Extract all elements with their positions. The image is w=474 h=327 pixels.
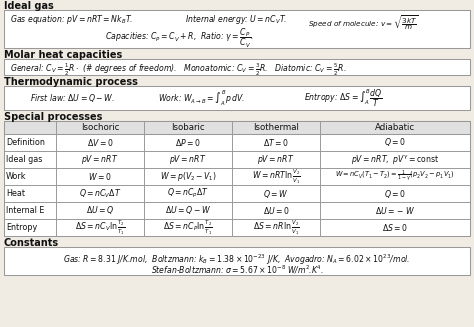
Text: General: $C_V = \frac{1}{2}R\cdot$ (# degrees of freedom).   Monoatomic: $C_V = : General: $C_V = \frac{1}{2}R\cdot$ (# de… — [10, 62, 346, 78]
Text: $\Delta U = -W$: $\Delta U = -W$ — [375, 205, 415, 216]
Text: $\Delta V = 0$: $\Delta V = 0$ — [87, 137, 113, 148]
Text: Ideal gas: Ideal gas — [4, 1, 54, 11]
Text: $Q = 0$: $Q = 0$ — [384, 136, 406, 148]
Text: $Q = W$: $Q = W$ — [263, 187, 289, 199]
Text: $W = nRT\ln\frac{V_2}{V_1}$: $W = nRT\ln\frac{V_2}{V_1}$ — [252, 167, 301, 186]
Text: $\Delta S = nR\ln\frac{V_2}{V_1}$: $\Delta S = nR\ln\frac{V_2}{V_1}$ — [253, 218, 299, 237]
Text: Gas equation: $pV = nRT = Nk_BT$.: Gas equation: $pV = nRT = Nk_BT$. — [10, 13, 133, 26]
Text: First law: $\Delta U = Q - W$.: First law: $\Delta U = Q - W$. — [30, 92, 115, 104]
Text: $Q = nC_p\Delta T$: $Q = nC_p\Delta T$ — [167, 187, 209, 200]
Text: $\Delta S = 0$: $\Delta S = 0$ — [382, 222, 408, 233]
Text: Work: Work — [6, 172, 27, 181]
Bar — [4, 121, 470, 236]
Text: Speed of molecule: $v = \sqrt{\dfrac{3kT}{m}}$: Speed of molecule: $v = \sqrt{\dfrac{3kT… — [308, 13, 419, 32]
Text: Isobaric: Isobaric — [171, 123, 205, 132]
Text: Adiabatic: Adiabatic — [375, 123, 415, 132]
Text: $W = nC_V(T_1-T_2) = \frac{1}{1-\gamma}(p_2V_2-p_1V_1)$: $W = nC_V(T_1-T_2) = \frac{1}{1-\gamma}(… — [335, 169, 455, 184]
Text: Definition: Definition — [6, 138, 45, 147]
Text: $pV = nRT$: $pV = nRT$ — [169, 153, 207, 166]
Bar — [4, 59, 470, 75]
Bar — [4, 86, 470, 110]
Text: $\Delta T = 0$: $\Delta T = 0$ — [263, 137, 289, 148]
Text: Entropy: Entropy — [6, 223, 37, 232]
Text: Entropy: $\Delta S = \int_{A}^{B} \dfrac{dQ}{T}$: Entropy: $\Delta S = \int_{A}^{B} \dfrac… — [304, 87, 383, 109]
Bar — [4, 10, 470, 48]
Text: $Q = 0$: $Q = 0$ — [384, 187, 406, 199]
Text: Thermodynamic process: Thermodynamic process — [4, 77, 138, 87]
Text: Gas: $R = 8.31$ J/K.mol,  Boltzmann: $k_B = 1.38 \times 10^{-23}$ J/K,  Avogadro: Gas: $R = 8.31$ J/K.mol, Boltzmann: $k_B… — [64, 253, 410, 267]
Text: $Q = nC_V\Delta T$: $Q = nC_V\Delta T$ — [79, 187, 121, 200]
Text: Work: $W_{A\to B} = \int_{A}^{B} p\,dV$.: Work: $W_{A\to B} = \int_{A}^{B} p\,dV$. — [158, 88, 245, 108]
Text: $pV = nRT$: $pV = nRT$ — [82, 153, 118, 166]
Text: Capacities: $C_P = C_V + R$,  Ratio: $\gamma = \dfrac{C_P}{C_V}$.: Capacities: $C_P = C_V + R$, Ratio: $\ga… — [105, 27, 254, 50]
Text: Heat: Heat — [6, 189, 25, 198]
Text: Isochoric: Isochoric — [81, 123, 119, 132]
Bar — [4, 247, 470, 275]
Text: $pV = nRT$: $pV = nRT$ — [257, 153, 295, 166]
Text: Molar heat capacities: Molar heat capacities — [4, 50, 122, 60]
Text: Isothermal: Isothermal — [253, 123, 299, 132]
Text: $\Delta S = nC_V\ln\frac{T_2}{T_1}$: $\Delta S = nC_V\ln\frac{T_2}{T_1}$ — [75, 218, 125, 237]
Text: $W = 0$: $W = 0$ — [88, 171, 112, 182]
Text: $pV = nRT,\ pV^\gamma = \mathrm{const}$: $pV = nRT,\ pV^\gamma = \mathrm{const}$ — [351, 153, 439, 166]
Text: Stefan-Boltzmann: $\sigma = 5.67 \times 10^{-8}$ W/m$^2$.K$^4$.: Stefan-Boltzmann: $\sigma = 5.67 \times … — [151, 264, 323, 276]
Text: $\Delta U = Q$: $\Delta U = Q$ — [86, 204, 114, 216]
Text: $W = p(V_2 - V_1)$: $W = p(V_2 - V_1)$ — [159, 170, 217, 183]
Text: Internal energy: $U = nC_VT$.: Internal energy: $U = nC_VT$. — [185, 13, 287, 26]
Bar — [4, 121, 470, 134]
Text: Special processes: Special processes — [4, 112, 102, 122]
Text: $\Delta U = Q - W$: $\Delta U = Q - W$ — [165, 204, 211, 216]
Text: $\Delta P = 0$: $\Delta P = 0$ — [175, 137, 201, 148]
Text: $\Delta U = 0$: $\Delta U = 0$ — [263, 205, 290, 216]
Text: Internal E: Internal E — [6, 206, 45, 215]
Text: Constants: Constants — [4, 238, 59, 248]
Text: $\Delta S = nC_P\ln\frac{T_2}{T_1}$: $\Delta S = nC_P\ln\frac{T_2}{T_1}$ — [163, 218, 213, 237]
Text: Ideal gas: Ideal gas — [6, 155, 42, 164]
